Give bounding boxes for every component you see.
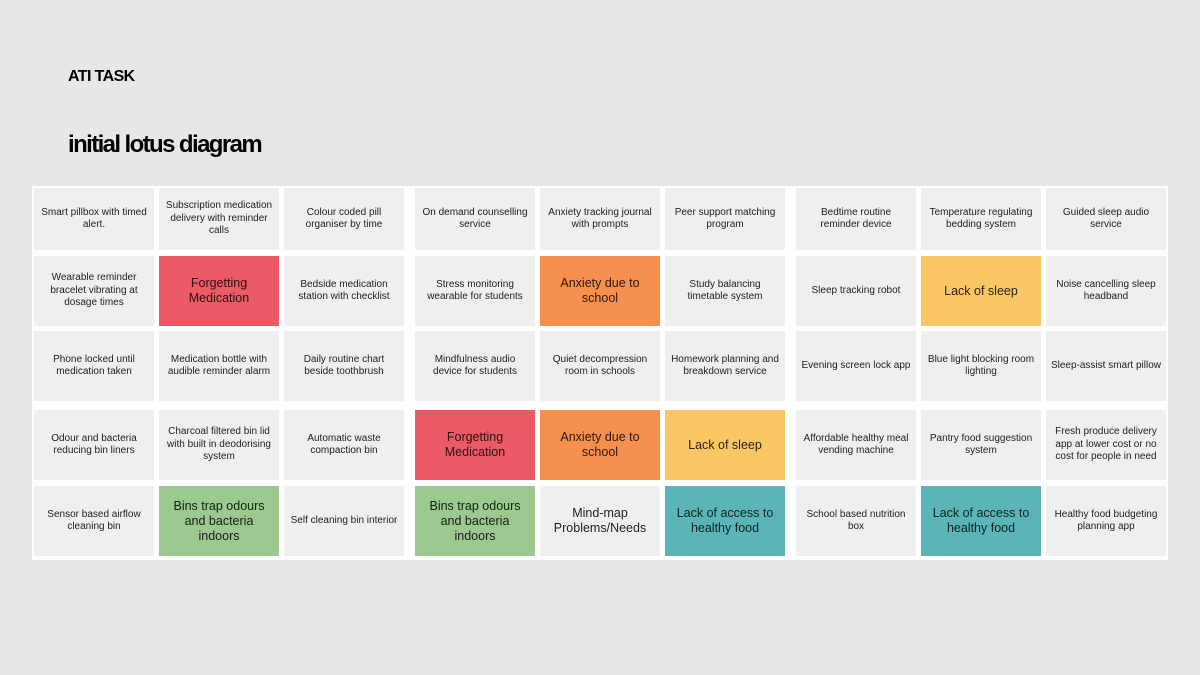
idea-cell: Phone locked until medication taken	[34, 331, 154, 401]
idea-cell: Sleep-assist smart pillow	[1046, 331, 1166, 401]
idea-cell: Smart pillbox with timed alert.	[34, 188, 154, 250]
idea-cell: Stress monitoring wearable for students	[415, 256, 535, 326]
idea-cell: Healthy food budgeting planning app	[1046, 486, 1166, 556]
idea-cell: Mindfulness audio device for students	[415, 331, 535, 401]
idea-cell: Automatic waste compaction bin	[284, 410, 404, 480]
idea-cell: Medication bottle with audible reminder …	[159, 331, 279, 401]
problem-cell: Bins trap odours and bacteria indoors	[415, 486, 535, 556]
problem-cell: Bins trap odours and bacteria indoors	[159, 486, 279, 556]
idea-cell: Blue light blocking room lighting	[921, 331, 1041, 401]
idea-cell: Evening screen lock app	[796, 331, 916, 401]
idea-cell: Bedside medication station with checklis…	[284, 256, 404, 326]
idea-cell: Fresh produce delivery app at lower cost…	[1046, 410, 1166, 480]
problem-cell: Lack of access to healthy food	[921, 486, 1041, 556]
idea-cell: Pantry food suggestion system	[921, 410, 1041, 480]
problem-cell: Lack of access to healthy food	[665, 486, 785, 556]
problem-cell: Forgetting Medication	[159, 256, 279, 326]
page-subtitle: ATI TASK	[68, 68, 135, 85]
problem-cell: Lack of sleep	[921, 256, 1041, 326]
problem-cell: Anxiety due to school	[540, 256, 660, 326]
idea-cell: On demand counselling service	[415, 188, 535, 250]
idea-cell: Temperature regulating bedding system	[921, 188, 1041, 250]
problem-cell: Forgetting Medication	[415, 410, 535, 480]
idea-cell: Anxiety tracking journal with prompts	[540, 188, 660, 250]
idea-cell: Noise cancelling sleep headband	[1046, 256, 1166, 326]
problem-cell: Anxiety due to school	[540, 410, 660, 480]
lotus-diagram-grid: Smart pillbox with timed alert. Subscript…	[32, 186, 1168, 560]
idea-cell: Subscription medication delivery with re…	[159, 188, 279, 250]
page-title: initial lotus diagram	[68, 131, 263, 158]
idea-cell: Study balancing timetable system	[665, 256, 785, 326]
idea-cell: Homework planning and breakdown service	[665, 331, 785, 401]
problem-cell: Lack of sleep	[665, 410, 785, 480]
idea-cell: Daily routine chart beside toothbrush	[284, 331, 404, 401]
idea-cell: Guided sleep audio service	[1046, 188, 1166, 250]
idea-cell: Self cleaning bin interior	[284, 486, 404, 556]
idea-cell: Wearable reminder bracelet vibrating at …	[34, 256, 154, 326]
idea-cell: School based nutrition box	[796, 486, 916, 556]
idea-cell: Charcoal filtered bin lid with built in …	[159, 410, 279, 480]
idea-cell: Sleep tracking robot	[796, 256, 916, 326]
idea-cell: Quiet decompression room in schools	[540, 331, 660, 401]
problem-cell: Mind-map Problems/Needs	[540, 486, 660, 556]
idea-cell: Odour and bacteria reducing bin liners	[34, 410, 154, 480]
idea-cell: Affordable healthy meal vending machine	[796, 410, 916, 480]
idea-cell: Bedtime routine reminder device	[796, 188, 916, 250]
idea-cell: Colour coded pill organiser by time	[284, 188, 404, 250]
idea-cell: Sensor based airflow cleaning bin	[34, 486, 154, 556]
idea-cell: Peer support matching program	[665, 188, 785, 250]
